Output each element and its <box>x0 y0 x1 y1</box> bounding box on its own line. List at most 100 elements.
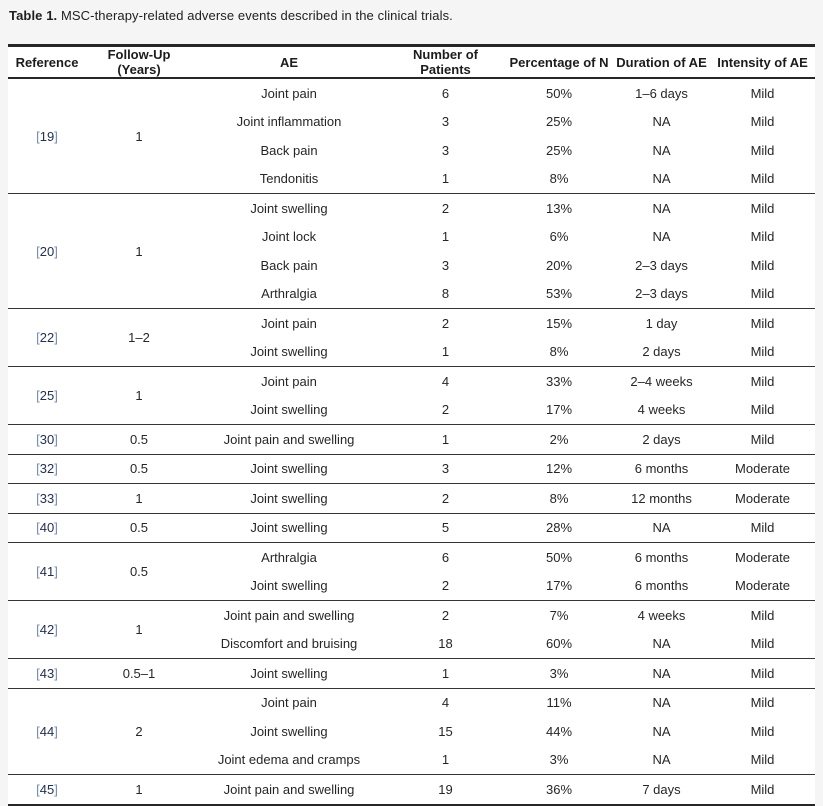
reference-link[interactable]: 30 <box>39 431 55 447</box>
follow-up-cell: 1 <box>86 366 192 425</box>
patients-cell: 3 <box>386 136 505 165</box>
follow-up-cell: 0.5 <box>86 424 192 454</box>
follow-up-cell: 0.5 <box>86 513 192 543</box>
patients-cell: 3 <box>386 251 505 280</box>
duration-cell: NA <box>613 513 710 543</box>
ae-cell: Back pain <box>192 136 386 165</box>
ae-cell: Joint lock <box>192 222 386 251</box>
reference-link[interactable]: 19 <box>39 128 55 144</box>
reference-cell: [19] <box>8 78 86 194</box>
patients-cell: 1 <box>386 164 505 194</box>
intensity-cell: Moderate <box>710 571 815 601</box>
intensity-cell: Mild <box>710 395 815 425</box>
reference-link[interactable]: 33 <box>39 490 55 506</box>
reference-open-bracket: [ <box>36 622 40 637</box>
follow-up-cell: 0.5 <box>86 454 192 484</box>
table-row: Discomfort and bruising 18 60% NA Mild <box>8 629 815 659</box>
table-row: Back pain 3 25% NA Mild <box>8 136 815 165</box>
column-header-number-of-patients: Number of Patients <box>386 45 505 79</box>
reference-link[interactable]: 41 <box>39 564 55 579</box>
patients-cell: 4 <box>386 366 505 396</box>
ae-cell: Tendonitis <box>192 164 386 194</box>
intensity-cell: Moderate <box>710 542 815 572</box>
duration-cell: 2 days <box>613 337 710 367</box>
duration-cell: 2–3 days <box>613 279 710 309</box>
adverse-events-table: Reference Follow-Up (Years) AE Number of… <box>8 44 815 806</box>
duration-cell: 1–6 days <box>613 78 710 108</box>
reference-close-bracket: ] <box>54 622 58 637</box>
ae-cell: Joint pain and swelling <box>192 774 386 805</box>
ae-cell: Joint swelling <box>192 483 386 513</box>
ae-group: [30] 0.5 Joint pain and swelling 1 2% 2 days M… <box>8 424 815 454</box>
intensity-cell: Mild <box>710 629 815 659</box>
table-row: Joint swelling 2 17% 4 weeks Mild <box>8 395 815 425</box>
ae-group: [33] 1 Joint swelling 2 8% 12 months Moderate <box>8 483 815 513</box>
reference-close-bracket: ] <box>54 461 58 477</box>
intensity-cell: Mild <box>710 513 815 543</box>
ae-cell: Back pain <box>192 251 386 280</box>
intensity-cell: Mild <box>710 78 815 108</box>
reference-close-bracket: ] <box>54 490 58 506</box>
ae-group: [40] 0.5 Joint swelling 5 28% NA Mild <box>8 513 815 543</box>
percentage-cell: 44% <box>505 717 613 746</box>
reference-link[interactable]: 45 <box>39 781 55 797</box>
duration-cell: NA <box>613 745 710 775</box>
ae-cell: Joint edema and cramps <box>192 745 386 775</box>
reference-link[interactable]: 40 <box>39 520 55 536</box>
table-row: Joint swelling 1 8% 2 days Mild <box>8 337 815 367</box>
column-header-duration-of-ae: Duration of AE <box>613 45 710 79</box>
ae-group: [43] 0.5–1 Joint swelling 1 3% NA Mild <box>8 658 815 688</box>
ae-group: [32] 0.5 Joint swelling 3 12% 6 months Moderat… <box>8 454 815 484</box>
percentage-cell: 50% <box>505 542 613 572</box>
reference-close-bracket: ] <box>54 781 58 797</box>
duration-cell: 2–4 weeks <box>613 366 710 396</box>
ae-cell: Arthralgia <box>192 542 386 572</box>
reference-link[interactable]: 43 <box>39 665 55 681</box>
duration-cell: 6 months <box>613 542 710 572</box>
intensity-cell: Mild <box>710 107 815 136</box>
patients-cell: 2 <box>386 395 505 425</box>
reference-link[interactable]: 42 <box>39 622 55 637</box>
reference-link[interactable]: 20 <box>39 243 55 259</box>
table-row: [43] 0.5–1 Joint swelling 1 3% NA Mild <box>8 658 815 688</box>
table-caption-label: Table 1. <box>9 8 58 23</box>
duration-cell: NA <box>613 658 710 688</box>
intensity-cell: Mild <box>710 658 815 688</box>
intensity-cell: Mild <box>710 366 815 396</box>
reference-link[interactable]: 32 <box>39 461 55 477</box>
percentage-cell: 28% <box>505 513 613 543</box>
reference-cell: [33] <box>8 483 86 513</box>
percentage-cell: 17% <box>505 571 613 601</box>
column-header-ae: AE <box>192 45 386 79</box>
follow-up-cell: 2 <box>86 688 192 775</box>
reference-open-bracket: [ <box>36 431 40 447</box>
follow-up-cell: 1 <box>86 78 192 194</box>
reference-open-bracket: [ <box>36 564 40 579</box>
intensity-cell: Moderate <box>710 454 815 484</box>
patients-cell: 6 <box>386 78 505 108</box>
table-caption-text: MSC-therapy-related adverse events descr… <box>60 8 453 23</box>
table-row: [32] 0.5 Joint swelling 3 12% 6 months Moderat… <box>8 454 815 484</box>
reference-close-bracket: ] <box>54 723 58 739</box>
reference-cell: [32] <box>8 454 86 484</box>
intensity-cell: Mild <box>710 193 815 223</box>
intensity-cell: Mild <box>710 136 815 165</box>
reference-link[interactable]: 25 <box>39 388 55 403</box>
ae-cell: Joint swelling <box>192 513 386 543</box>
follow-up-cell: 0.5–1 <box>86 658 192 688</box>
duration-cell: 6 months <box>613 571 710 601</box>
ae-cell: Joint swelling <box>192 454 386 484</box>
intensity-cell: Mild <box>710 164 815 194</box>
reference-cell: [42] <box>8 600 86 659</box>
ae-cell: Joint pain and swelling <box>192 600 386 630</box>
percentage-cell: 7% <box>505 600 613 630</box>
intensity-cell: Mild <box>710 222 815 251</box>
ae-cell: Joint swelling <box>192 717 386 746</box>
table-row: Back pain 3 20% 2–3 days Mild <box>8 251 815 280</box>
patients-cell: 1 <box>386 745 505 775</box>
intensity-cell: Mild <box>710 279 815 309</box>
reference-link[interactable]: 44 <box>39 723 55 739</box>
duration-cell: NA <box>613 688 710 717</box>
intensity-cell: Mild <box>710 717 815 746</box>
reference-link[interactable]: 22 <box>39 330 55 345</box>
